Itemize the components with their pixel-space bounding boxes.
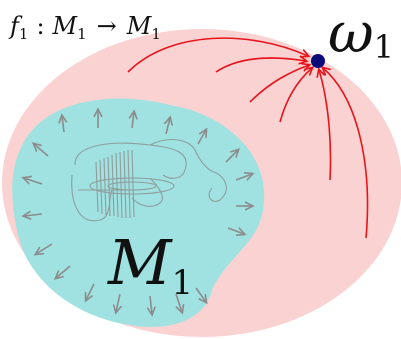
outward-arrow (36, 243, 53, 254)
outward-arrow (34, 144, 49, 157)
outward-arrow (56, 265, 71, 278)
coil-lines (95, 149, 135, 219)
disc-ring (89, 177, 175, 195)
flow-arrow (323, 68, 369, 239)
outward-arrow (132, 112, 134, 129)
omega-point (311, 54, 325, 68)
flow-arrow (249, 65, 309, 103)
inner-region-m1 (12, 98, 265, 327)
flow-arrows-to-omega (127, 37, 369, 239)
attractor-sketch (71, 139, 227, 222)
outward-arrow (195, 287, 206, 302)
outward-arrow (227, 227, 244, 234)
outward-arrow (175, 293, 182, 312)
outward-arrows (24, 110, 252, 314)
flow-arrow (279, 68, 312, 123)
outward-arrow (24, 178, 43, 185)
outward-arrow (150, 295, 152, 314)
disc-ring-inner (107, 181, 157, 191)
outward-arrow (235, 174, 252, 181)
region-label: M1 (107, 226, 193, 303)
omega-label: ω1 (328, 1, 394, 66)
outward-arrow (116, 293, 120, 312)
flow-arrow (319, 70, 332, 181)
flow-arrow (127, 37, 308, 73)
outward-arrow (166, 118, 170, 135)
map-title: f1: M1 → M1 (8, 12, 161, 43)
outward-arrow (24, 214, 43, 216)
outward-arrow (62, 116, 64, 133)
outward-arrow (86, 283, 95, 300)
outward-arrow (225, 150, 238, 163)
outward-arrow (197, 130, 206, 145)
flow-arrow (215, 58, 306, 73)
